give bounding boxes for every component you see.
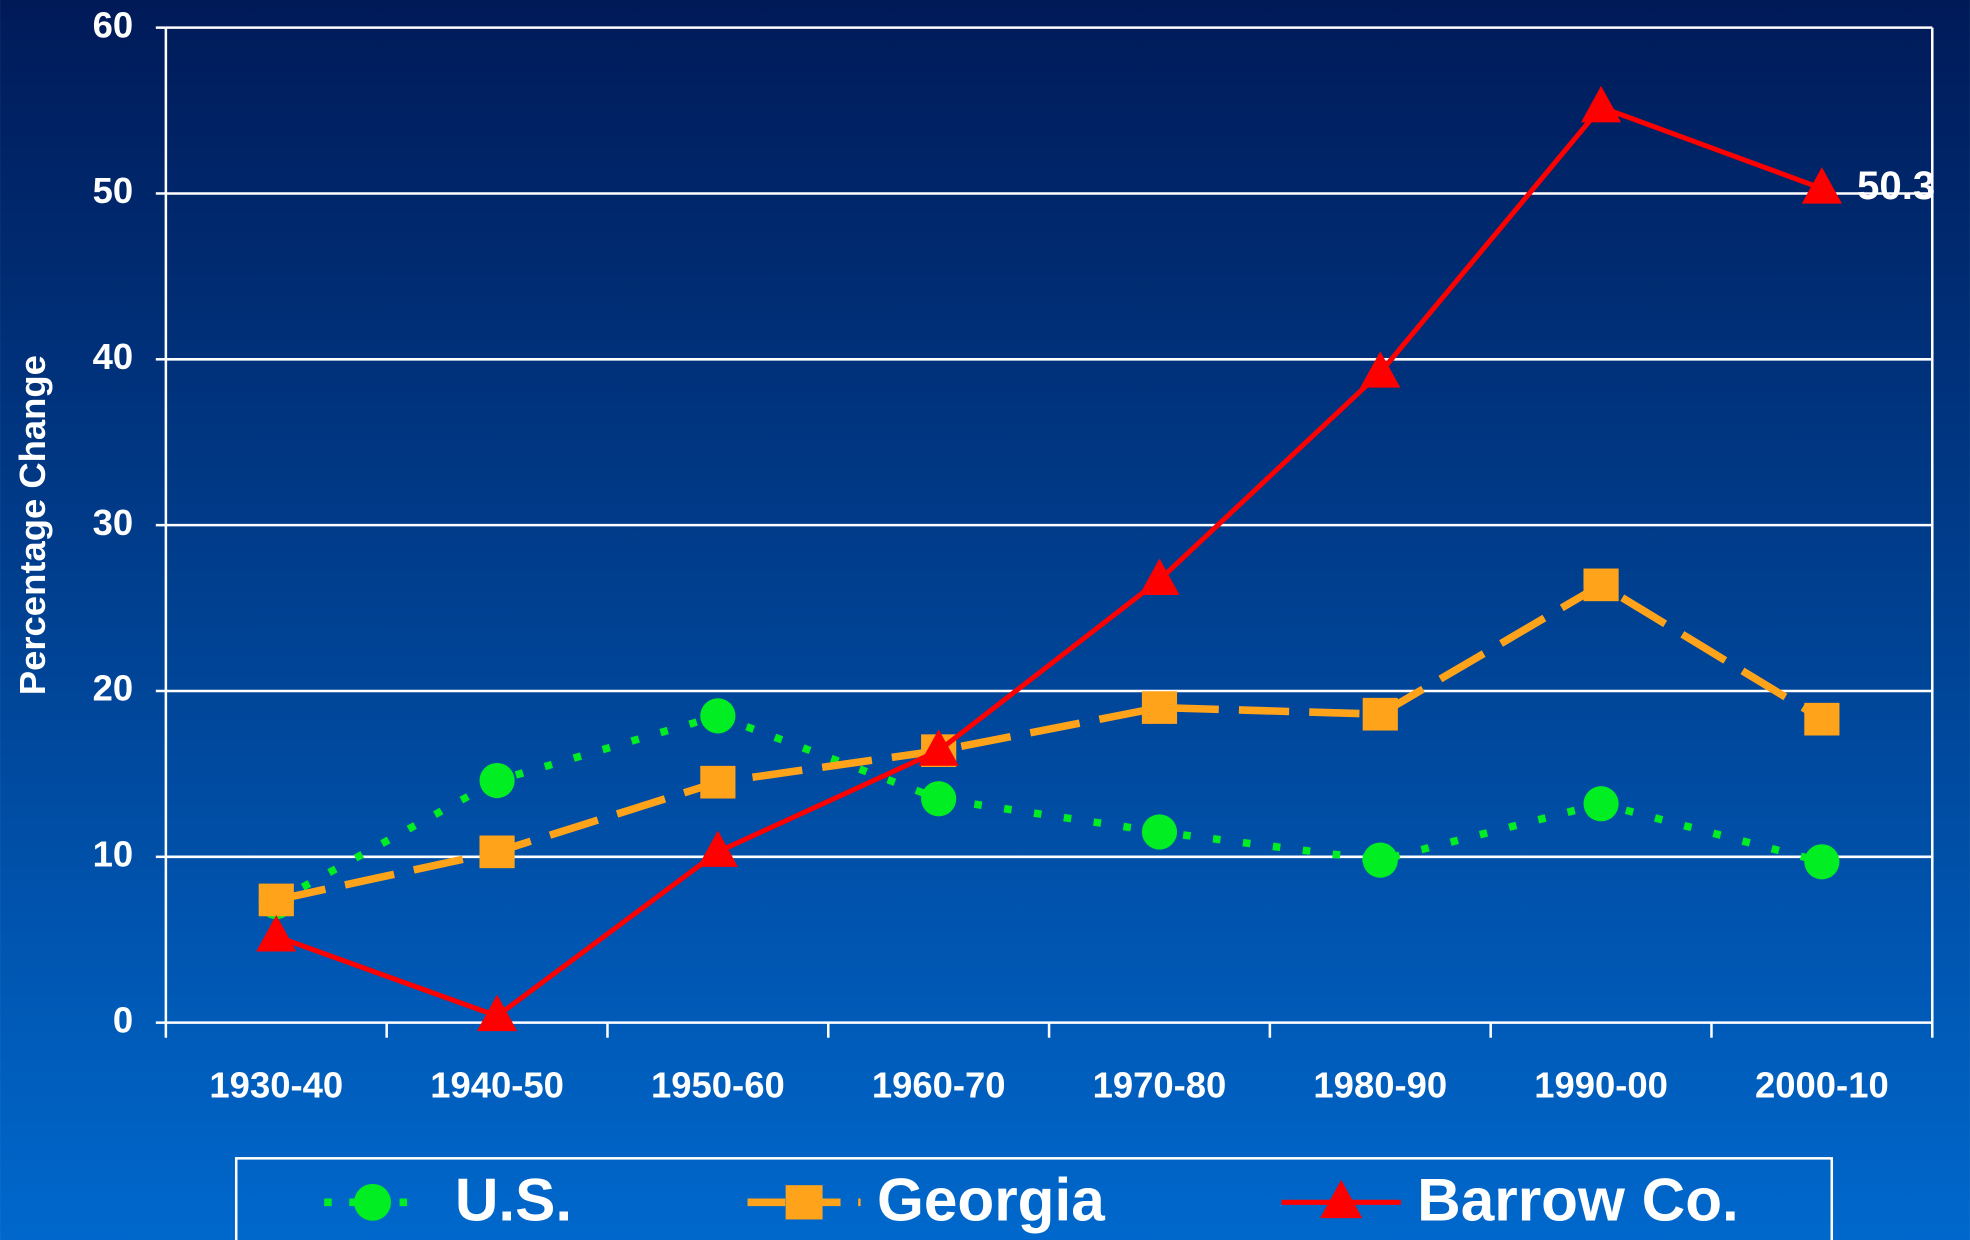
data-point [1362, 697, 1398, 731]
data-point [1804, 844, 1840, 880]
x-tick-label: 1960-70 [872, 1065, 1006, 1106]
y-tick-label: 60 [93, 4, 134, 45]
y-tick-label: 40 [93, 336, 134, 377]
legend-marker [785, 1185, 823, 1220]
data-point [256, 915, 297, 952]
x-tick-label: 1970-80 [1093, 1065, 1227, 1106]
y-tick-label: 50 [93, 170, 134, 211]
data-point [1360, 351, 1401, 388]
data-point [258, 883, 294, 917]
data-point [700, 698, 736, 734]
x-tick-label: 1980-90 [1313, 1065, 1447, 1106]
y-axis-title: Percentage Change [12, 355, 53, 695]
legend-label: Georgia [877, 1166, 1105, 1234]
x-tick-label: 1950-60 [651, 1065, 785, 1106]
data-point [1804, 702, 1840, 736]
series-line [275, 104, 1823, 1019]
y-tick-label: 30 [93, 502, 134, 543]
data-point [1583, 568, 1619, 602]
x-tick-label: 1940-50 [430, 1065, 564, 1106]
data-point [1141, 691, 1178, 724]
data-point [479, 835, 515, 869]
data-point [1362, 842, 1398, 878]
legend-marker [1320, 1179, 1363, 1219]
data-point [918, 729, 959, 766]
data-point [476, 994, 518, 1032]
data-point [1141, 814, 1178, 850]
data-point [697, 830, 738, 867]
data-point [1580, 85, 1622, 123]
y-tick-label: 0 [113, 999, 133, 1040]
data-point [921, 781, 957, 817]
x-tick-label: 2000-10 [1755, 1065, 1889, 1106]
data-label: 50.3 [1857, 163, 1935, 208]
data-point [1801, 167, 1842, 204]
legend-label: Barrow Co. [1417, 1166, 1739, 1234]
x-tick-label: 1930-40 [209, 1065, 343, 1106]
series-line [275, 580, 1824, 904]
legend-label: U.S. [455, 1166, 572, 1234]
data-point [479, 762, 515, 799]
data-point [1583, 786, 1619, 822]
legend-box [234, 1157, 1834, 1240]
legend-marker [354, 1183, 392, 1221]
x-tick-label: 1990-00 [1534, 1065, 1668, 1106]
data-point [700, 765, 736, 799]
y-tick-label: 10 [93, 833, 134, 874]
data-point [1139, 558, 1180, 595]
y-tick-label: 20 [93, 668, 134, 709]
